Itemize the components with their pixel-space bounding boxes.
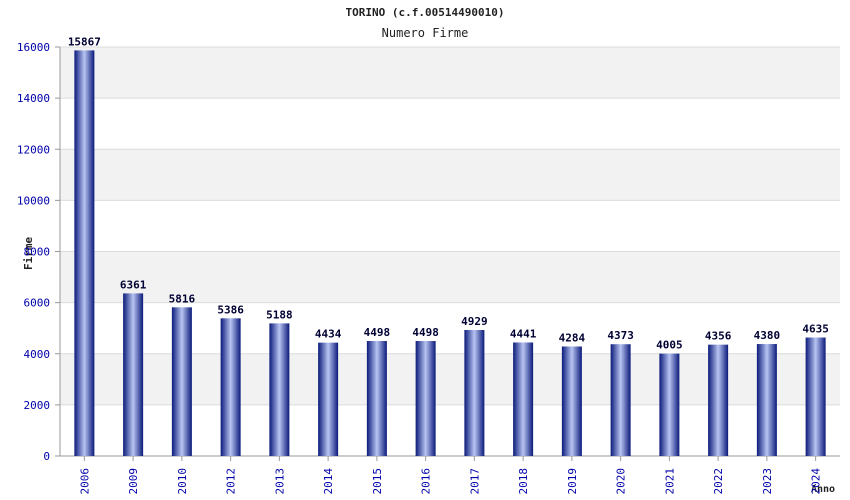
bar-value-label: 4284 bbox=[559, 331, 586, 344]
bar-value-label: 4356 bbox=[705, 330, 732, 343]
bar-2021 bbox=[659, 353, 680, 456]
x-tick-label: 2015 bbox=[371, 468, 384, 495]
bar-value-label: 4929 bbox=[461, 315, 488, 328]
bar-value-label: 4380 bbox=[754, 329, 781, 342]
x-tick-label: 2017 bbox=[468, 468, 481, 495]
bar-2009 bbox=[123, 293, 144, 456]
x-tick-label: 2022 bbox=[712, 468, 725, 495]
chart-title: TORINO (c.f.00514490010) bbox=[345, 6, 505, 19]
bar-value-label: 4498 bbox=[412, 326, 439, 339]
y-tick-label: 0 bbox=[43, 450, 50, 463]
bar-value-label: 4434 bbox=[315, 328, 342, 341]
grid-band bbox=[60, 149, 840, 201]
x-tick-label: 2009 bbox=[127, 468, 140, 495]
y-tick-label: 8000 bbox=[24, 246, 51, 259]
x-tick-label: 2016 bbox=[420, 468, 433, 495]
bar-2020 bbox=[610, 344, 631, 456]
bar-2012 bbox=[220, 318, 241, 456]
y-tick-label: 4000 bbox=[24, 348, 51, 361]
chart-subtitle: Numero Firme bbox=[381, 26, 469, 40]
y-tick-label: 6000 bbox=[24, 297, 51, 310]
x-tick-label: 2019 bbox=[566, 468, 579, 495]
bar-2023 bbox=[756, 344, 777, 456]
bar-2014 bbox=[318, 342, 339, 456]
grid-band bbox=[60, 47, 840, 99]
x-tick-label: 2012 bbox=[225, 468, 238, 495]
bar-value-label: 4635 bbox=[802, 323, 829, 336]
x-tick-label: 2023 bbox=[761, 468, 774, 495]
bar-value-label: 4373 bbox=[607, 329, 634, 342]
bar-2019 bbox=[561, 346, 582, 456]
bar-value-label: 5816 bbox=[169, 292, 196, 305]
bar-2022 bbox=[708, 344, 729, 456]
x-tick-label: 2006 bbox=[78, 468, 91, 495]
x-tick-label: 2020 bbox=[615, 468, 628, 495]
bar-value-label: 15867 bbox=[68, 35, 101, 48]
x-tick-label: 2010 bbox=[176, 468, 189, 495]
y-tick-label: 16000 bbox=[17, 41, 50, 54]
x-axis-label: Anno bbox=[811, 484, 836, 495]
bar-2017 bbox=[464, 330, 485, 456]
bar-value-label: 4498 bbox=[364, 326, 391, 339]
bar-value-label: 4441 bbox=[510, 327, 537, 340]
x-tick-label: 2014 bbox=[322, 468, 335, 495]
x-tick-label: 2018 bbox=[517, 468, 530, 495]
y-tick-label: 10000 bbox=[17, 194, 50, 207]
bar-value-label: 4005 bbox=[656, 339, 683, 352]
bar-value-label: 5188 bbox=[266, 308, 293, 321]
x-tick-label: 2024 bbox=[810, 468, 823, 495]
bar-2013 bbox=[269, 323, 290, 456]
bar-2016 bbox=[415, 341, 436, 456]
bar-value-label: 6361 bbox=[120, 278, 147, 291]
bar-2024 bbox=[805, 337, 826, 456]
bar-value-label: 5386 bbox=[217, 303, 244, 316]
y-tick-label: 14000 bbox=[17, 92, 50, 105]
x-tick-label: 2021 bbox=[663, 468, 676, 495]
y-tick-label: 12000 bbox=[17, 143, 50, 156]
grid-band bbox=[60, 251, 840, 303]
x-tick-label: 2013 bbox=[273, 468, 286, 495]
bar-2006 bbox=[74, 50, 95, 456]
y-tick-label: 2000 bbox=[24, 399, 51, 412]
bar-2010 bbox=[171, 307, 192, 456]
bar-2015 bbox=[366, 341, 387, 456]
bar-2018 bbox=[513, 342, 534, 456]
